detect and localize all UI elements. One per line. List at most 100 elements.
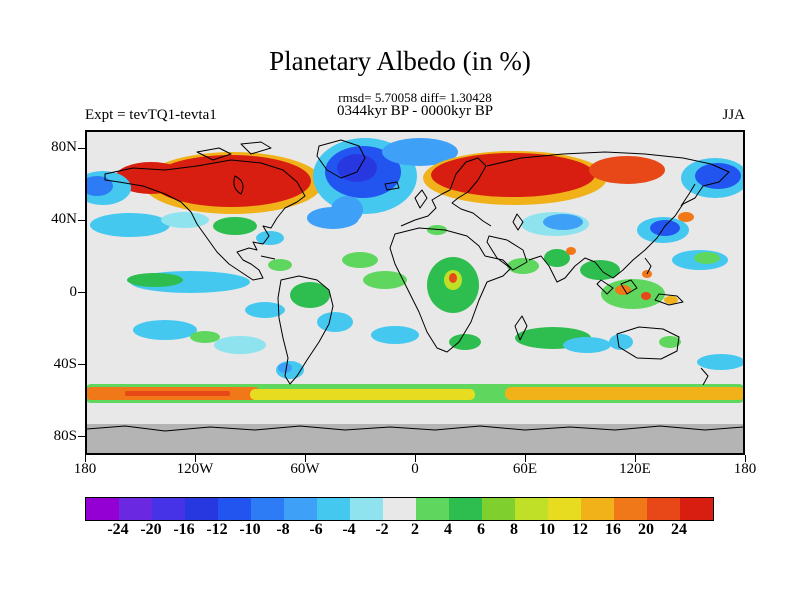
- spac-cyan1: [133, 320, 197, 340]
- colorbar-segment: [581, 498, 614, 520]
- stats-line: rmsd= 5.70058 diff= 1.30428: [338, 90, 492, 105]
- eurasia-anomaly-core: [431, 153, 595, 197]
- coastline-africa: [389, 227, 512, 353]
- sulawesi-red: [641, 292, 651, 300]
- lon-tick-label: 60E: [512, 461, 538, 477]
- japan-orange: [678, 212, 694, 222]
- aus-west-cyan: [609, 334, 633, 350]
- colorbar-tick-label: -20: [140, 521, 162, 538]
- newguinea-orange: [664, 296, 678, 304]
- colorbar-segment: [548, 498, 581, 520]
- colorbar-labels: -24 -20 -16 -12 -10 -8 -6 -4 -2 2 4 6 8 10 12 16 20 24: [85, 521, 725, 543]
- coastline-new-guinea: [654, 293, 684, 306]
- bering-anomaly-core: [695, 163, 741, 189]
- coastline-south-america: [277, 275, 334, 385]
- so-band-yellow-mid: [250, 389, 475, 400]
- colorbar-segment: [680, 498, 713, 520]
- coastline-madagascar: [514, 315, 528, 341]
- npac-cyan: [90, 213, 170, 237]
- coastline-japan: [680, 183, 696, 207]
- colorbar-tick-label: 6: [477, 521, 485, 538]
- coastline-arabia: [486, 235, 528, 271]
- map-anomalies: [85, 138, 745, 455]
- peru-cyan: [245, 302, 285, 318]
- india-green: [544, 249, 570, 267]
- lon-tick-label: 60W: [290, 461, 320, 477]
- colorbar-segment: [86, 498, 119, 520]
- colorbar-segment: [515, 498, 548, 520]
- natl-anomaly-deep: [337, 154, 377, 182]
- colorbar-tick-label: -10: [239, 521, 261, 538]
- lat-tick-label: 80S: [53, 427, 77, 444]
- period-line: 0344kyr BP - 0000kyr BP: [336, 103, 494, 119]
- coastline-uk: [414, 189, 428, 209]
- coastline-hudson-bay: [233, 175, 244, 195]
- colorbar-segment: [449, 498, 482, 520]
- lon-tick: [414, 455, 416, 462]
- coastline-arctic-island-2: [240, 141, 272, 155]
- coastline-philippines: [644, 257, 652, 275]
- wafrica-green: [342, 252, 378, 268]
- spac-cyan2: [214, 336, 266, 354]
- borneo-orange: [615, 285, 631, 295]
- coastline-arctic-island-1: [196, 147, 232, 161]
- colorbar-segment: [482, 498, 515, 520]
- med-green: [427, 225, 447, 235]
- lon-tick: [524, 455, 526, 462]
- chart-title: Planetary Albedo (in %): [269, 46, 531, 76]
- us-se-cyan: [256, 231, 284, 245]
- nz-cyan: [697, 354, 745, 370]
- colorbar-tick-label: -24: [107, 521, 129, 538]
- coastline-europe: [400, 157, 492, 227]
- colorbar-tick-label: -8: [276, 521, 290, 538]
- east-siberia-anomaly: [589, 156, 665, 184]
- coastline-cuba: [260, 255, 276, 260]
- colorbar-tick-label: 12: [572, 521, 588, 538]
- lat-tick: [78, 147, 85, 149]
- lon-tick: [304, 455, 306, 462]
- coastline-iceland: [384, 181, 400, 191]
- colorbar-tick-label: 24: [671, 521, 687, 538]
- experiment-label: Expt = tevTQ1-tevta1: [85, 107, 217, 123]
- midatl-blue: [307, 207, 359, 229]
- colorbar-tick-label: -2: [375, 521, 389, 538]
- us-green: [213, 217, 257, 235]
- colorbar-tick-label: 10: [539, 521, 555, 538]
- colorbar-segment: [152, 498, 185, 520]
- coastline-asia: [486, 151, 730, 283]
- satl-cyan: [371, 326, 419, 344]
- colorbar-segment: [251, 498, 284, 520]
- lat-tick-label: 80N: [51, 139, 77, 156]
- colorbar-tick-label: 20: [638, 521, 654, 538]
- season-label: JJA: [722, 107, 745, 123]
- map-frame: [85, 130, 745, 455]
- easia-core: [650, 220, 680, 236]
- colorbar-tick-label: -4: [342, 521, 356, 538]
- lat-tick: [78, 219, 85, 221]
- lat-tick-label: 40S: [53, 355, 77, 372]
- colorbar-tick-label: -6: [309, 521, 323, 538]
- na-anomaly-core: [151, 155, 311, 207]
- indocean-cyan: [563, 337, 611, 353]
- lon-tick: [634, 455, 636, 462]
- colorbar-segment: [218, 498, 251, 520]
- bering-west-core: [85, 176, 113, 196]
- arabsea-green: [507, 258, 539, 274]
- lon-tick-label: 180: [733, 461, 757, 477]
- lat-tick-label: 0: [69, 283, 78, 300]
- colorbar-tick-label: -16: [173, 521, 195, 538]
- colorbar-segment: [614, 498, 647, 520]
- colorbar-tick-label: -12: [206, 521, 228, 538]
- npac-pale: [161, 212, 209, 228]
- lat-tick: [78, 364, 85, 366]
- lon-tick-label: 120W: [176, 461, 214, 477]
- coastlines: [86, 139, 744, 432]
- coastline-borneo: [620, 279, 638, 295]
- so-band-orange-right: [505, 387, 745, 400]
- coastline-new-zealand: [700, 367, 709, 386]
- lon-tick-label: 120E: [619, 461, 651, 477]
- wpac-green: [694, 252, 720, 264]
- coastline-greenland: [316, 139, 366, 179]
- caribbean-green: [268, 259, 292, 271]
